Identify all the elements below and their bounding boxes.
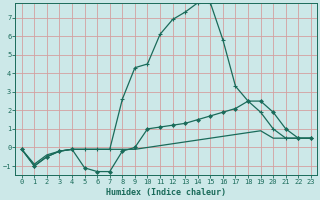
X-axis label: Humidex (Indice chaleur): Humidex (Indice chaleur) — [106, 188, 226, 197]
